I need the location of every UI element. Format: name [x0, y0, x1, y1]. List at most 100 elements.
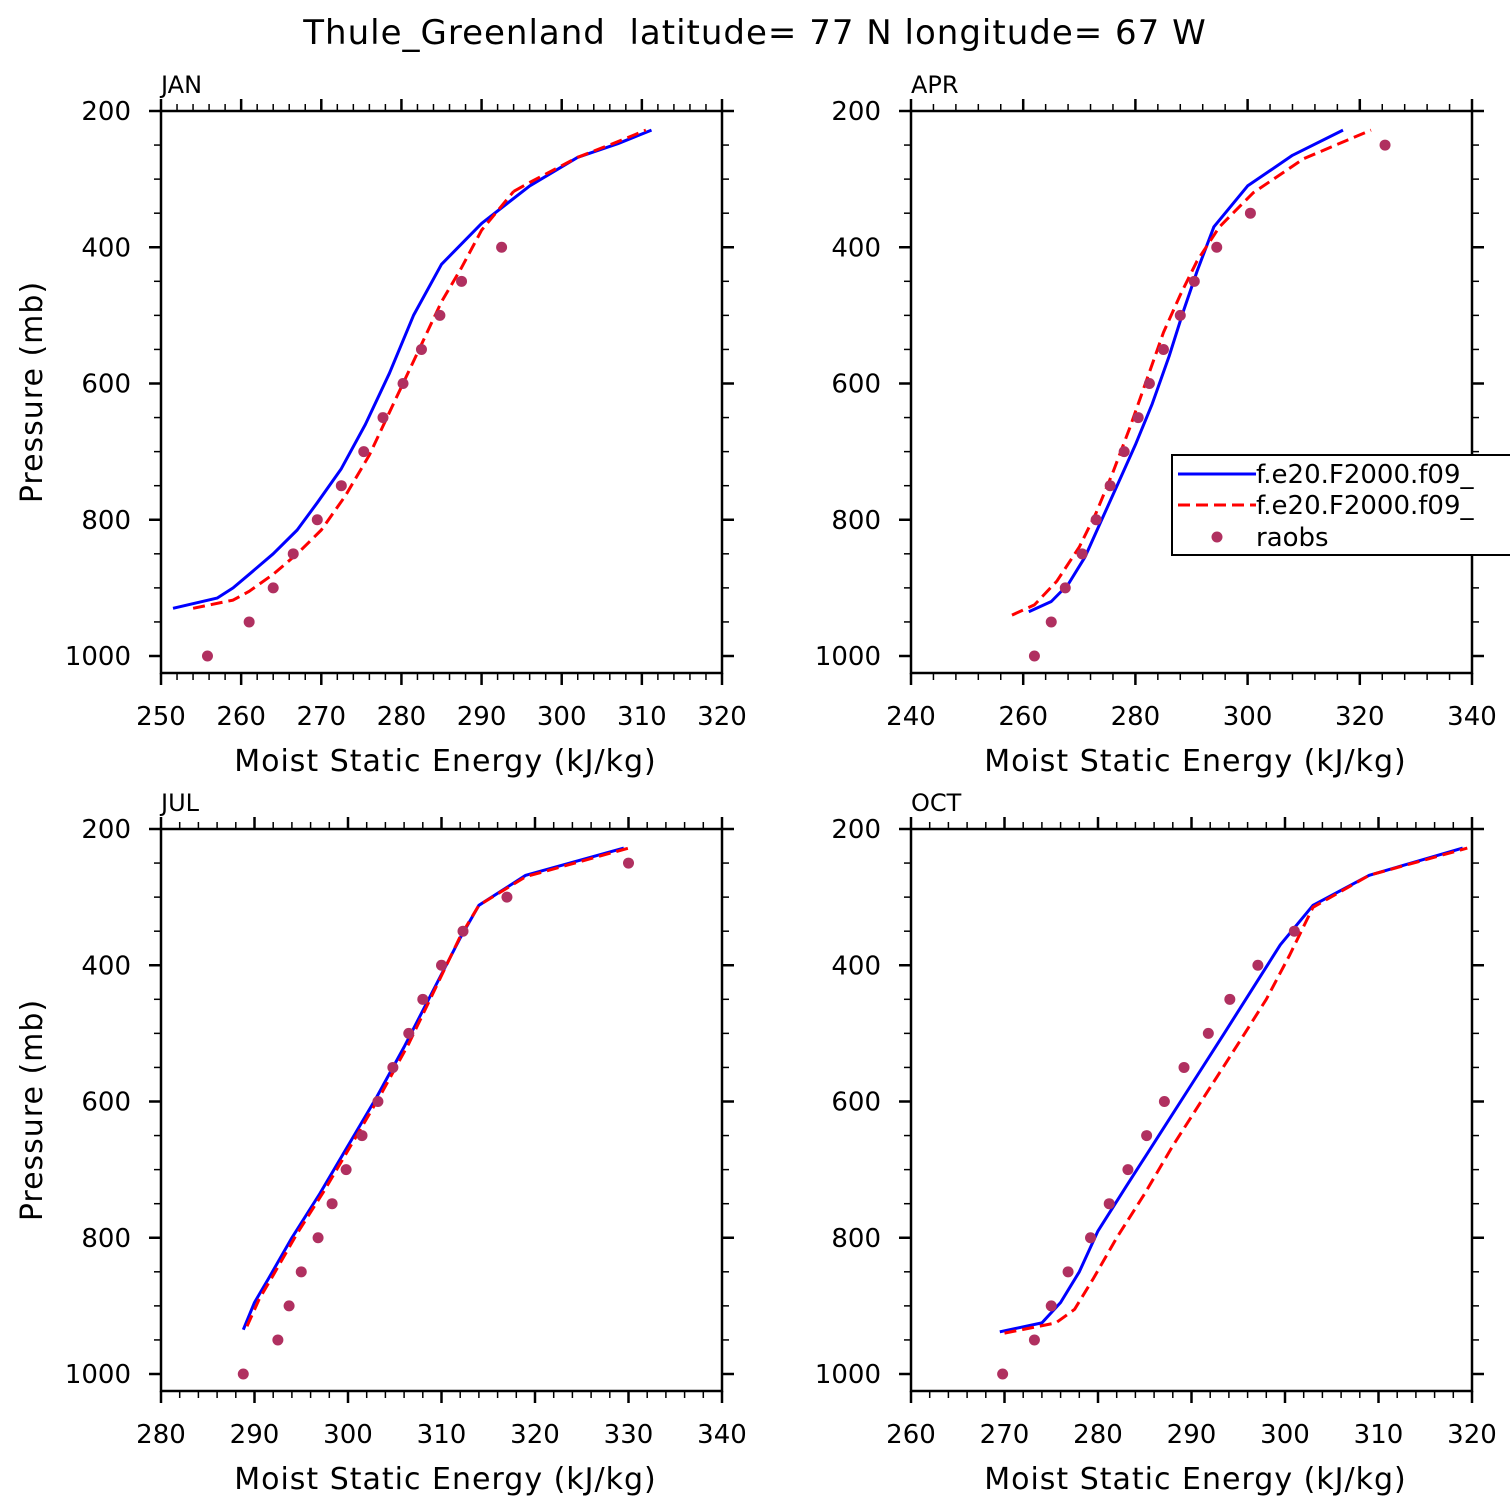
model-series-solid-line	[999, 846, 1464, 1334]
x-tick-label: 310	[417, 1420, 467, 1450]
x-tick-label: 320	[510, 1420, 560, 1450]
raobs-point	[1202, 1027, 1214, 1039]
figure-title: Thule_Greenland latitude= 77 N longitude…	[302, 13, 1206, 53]
x-axis-title: Moist Static Energy (kJ/kg)	[984, 744, 1407, 779]
y-axis-title: Pressure (mb)	[15, 999, 50, 1221]
x-axis-title: Moist Static Energy (kJ/kg)	[234, 1462, 657, 1497]
raobs-point	[623, 857, 634, 869]
raobs-point	[1028, 1334, 1040, 1346]
model-series-dashed-line	[1004, 846, 1468, 1335]
x-tick-label: 320	[1335, 702, 1385, 732]
x-tick-label: 300	[537, 702, 587, 732]
y-tick-label: 1000	[65, 642, 131, 672]
raobs-point	[377, 412, 389, 424]
model-series-dashed-line	[192, 190, 515, 610]
x-tick-label: 330	[604, 1420, 654, 1450]
x-tick-label: 290	[457, 702, 507, 732]
y-tick-label: 400	[831, 233, 881, 263]
raobs-point	[272, 1334, 284, 1346]
y-tick-label: 800	[81, 506, 131, 536]
raobs-point	[1090, 514, 1102, 526]
y-tick-label: 600	[831, 1088, 881, 1118]
raobs-point	[311, 514, 323, 526]
raobs-point	[243, 616, 255, 628]
x-tick-label: 310	[617, 702, 667, 732]
y-tick-label: 1000	[815, 642, 881, 672]
x-axis-title: Moist Static Energy (kJ/kg)	[234, 744, 657, 779]
panel-title: APR	[911, 71, 959, 99]
legend-label: raobs	[1256, 523, 1329, 553]
raobs-point	[1045, 1300, 1057, 1312]
raobs-point	[457, 925, 469, 937]
x-tick-label: 290	[230, 1420, 280, 1450]
raobs-point	[1132, 412, 1144, 424]
chart-panel-oct: OCT 260 270 280 290 300 310 320 200 400 600 800 1000…	[815, 789, 1497, 1497]
plot-frame	[909, 827, 1474, 1393]
raobs-point	[436, 959, 447, 971]
x-tick-label: 290	[1167, 1420, 1217, 1450]
raobs-point	[1174, 309, 1186, 321]
chart-panel-jan: JAN 250 260 270 280 290 300 310 320 200 400 600 800 1…	[15, 71, 747, 779]
raobs-point	[1122, 1164, 1134, 1176]
raobs-point	[415, 343, 427, 355]
raobs-point	[434, 309, 446, 321]
y-tick-label: 600	[831, 370, 881, 400]
raobs-point	[1244, 207, 1256, 219]
x-tick-label: 320	[1447, 1420, 1497, 1450]
raobs-point	[1188, 275, 1200, 287]
x-tick-label: 260	[886, 1420, 936, 1450]
legend-raobs-marker	[1211, 531, 1223, 543]
model-series-solid-line	[241, 846, 625, 1331]
raobs-point	[1252, 959, 1264, 971]
x-tick-label: 280	[377, 702, 427, 732]
raobs-point	[326, 1198, 338, 1210]
raobs-point	[358, 446, 370, 458]
plot-frame	[159, 109, 724, 675]
y-tick-label: 200	[831, 97, 881, 127]
y-tick-label: 200	[81, 97, 131, 127]
y-tick-label: 1000	[815, 1360, 881, 1390]
raobs-point	[1085, 1232, 1097, 1244]
x-tick-label: 300	[323, 1420, 373, 1450]
raobs-point	[456, 275, 468, 287]
x-tick-label: 260	[216, 702, 266, 732]
y-tick-label: 600	[81, 1088, 131, 1118]
x-tick-label: 340	[1447, 702, 1497, 732]
raobs-point	[397, 378, 409, 389]
y-tick-label: 200	[831, 815, 881, 845]
model-series-solid-line	[1028, 128, 1344, 614]
raobs-point	[1059, 582, 1071, 594]
y-tick-label: 600	[81, 370, 131, 400]
y-tick-label: 800	[81, 1224, 131, 1254]
raobs-point	[340, 1164, 352, 1176]
raobs-point	[312, 1232, 324, 1244]
legend-label: f.e20.F2000.f09_	[1256, 491, 1474, 521]
raobs-point	[1379, 139, 1391, 151]
raobs-point	[1141, 1130, 1153, 1142]
x-tick-label: 280	[136, 1420, 186, 1450]
x-tick-label: 300	[1223, 702, 1273, 732]
panel-title: OCT	[911, 789, 962, 817]
y-axis-title: Pressure (mb)	[15, 281, 50, 503]
raobs-point	[1062, 1266, 1074, 1278]
y-tick-label: 200	[81, 815, 131, 845]
panel-title: JAN	[159, 71, 202, 99]
model-series-dashed-line	[512, 128, 647, 193]
raobs-point	[997, 1368, 1009, 1380]
raobs-point	[335, 480, 347, 492]
x-tick-label: 280	[1111, 702, 1161, 732]
chart-panel-jul: JUL 280 290 300 310 320 330 340 200 400 600 800 1000…	[15, 789, 747, 1497]
raobs-point	[1158, 1096, 1170, 1107]
raobs-point	[1076, 548, 1088, 560]
raobs-point	[501, 891, 513, 903]
raobs-point	[372, 1096, 384, 1107]
raobs-point	[1178, 1061, 1190, 1073]
x-tick-label: 300	[1260, 1420, 1310, 1450]
raobs-point	[1045, 616, 1057, 628]
raobs-point	[1104, 480, 1116, 492]
x-tick-label: 310	[1354, 1420, 1404, 1450]
x-tick-label: 250	[136, 702, 186, 732]
x-axis-title: Moist Static Energy (kJ/kg)	[984, 1462, 1407, 1497]
x-tick-label: 240	[886, 702, 936, 732]
y-tick-label: 800	[831, 506, 881, 536]
